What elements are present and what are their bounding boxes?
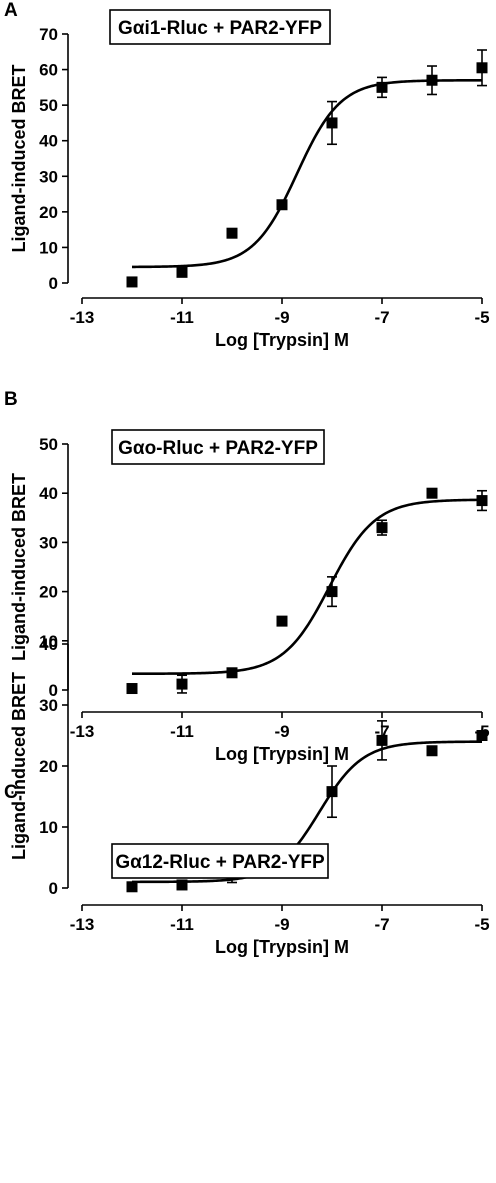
data-point <box>276 199 288 211</box>
data-point <box>176 678 188 690</box>
data-point <box>476 730 488 741</box>
data-point <box>426 74 438 86</box>
data-point <box>326 117 338 129</box>
x-axis-title: Log [Trypsin] M <box>215 937 349 957</box>
data-point <box>126 683 138 695</box>
legend-box <box>111 843 329 879</box>
data-point <box>426 487 438 499</box>
x-axis-title: Log [Trypsin] M <box>215 744 349 764</box>
data-point <box>126 276 138 288</box>
data-point <box>226 667 238 679</box>
data-point <box>126 881 138 893</box>
data-point <box>376 81 388 93</box>
x-tick-label: -9 <box>274 722 289 741</box>
data-point <box>226 227 238 239</box>
y-tick-label: 30 <box>39 167 58 186</box>
x-tick-label: -11 <box>170 915 194 934</box>
data-point <box>326 586 338 598</box>
y-tick-label: 0 <box>49 274 58 293</box>
y-tick-label: 0 <box>49 879 58 898</box>
legend-box <box>109 9 331 45</box>
x-tick-label: -13 <box>70 722 95 741</box>
data-point <box>476 62 488 74</box>
y-axis-title: Ligand-induced BRET <box>9 473 29 661</box>
y-tick-label: 20 <box>39 583 58 602</box>
chart-panel-a: A 0 10 20 30 40 50 60 70 -13 -11 -9 -7 -5 Log [Trypsin… <box>4 0 490 350</box>
fit-curve <box>131 740 482 884</box>
y-tick-label: 40 <box>39 132 58 151</box>
data-point <box>326 786 338 798</box>
y-tick-label: 60 <box>39 61 58 80</box>
y-axis-title: Ligand-induced BRET <box>9 672 29 860</box>
x-tick-label: -7 <box>374 915 389 934</box>
x-tick-label: -11 <box>170 722 194 741</box>
panel-letter: B <box>4 389 18 410</box>
y-tick-label: 10 <box>39 238 58 257</box>
y-tick-label: 30 <box>39 696 58 715</box>
y-tick-label: 40 <box>39 635 58 654</box>
x-tick-label: -13 <box>70 915 95 934</box>
panel-letter: A <box>4 0 18 21</box>
data-point <box>476 495 488 507</box>
y-tick-label: 70 <box>39 25 58 44</box>
fit-curve <box>131 78 482 269</box>
panel-letter: C <box>4 782 18 803</box>
y-tick-label: 50 <box>39 96 58 115</box>
y-tick-label: 10 <box>39 632 58 651</box>
x-tick-label: -13 <box>70 308 95 327</box>
x-tick-label: -7 <box>374 308 389 327</box>
data-point <box>176 879 188 891</box>
data-point <box>276 615 288 627</box>
chart-panel-c: C 0 10 20 30 40 -13 -11 -9 -7 -5 Log [Trypsin] M Lig… <box>4 635 490 957</box>
x-tick-label: -9 <box>274 915 289 934</box>
x-tick-label: -5 <box>474 308 489 327</box>
legend-label: Gα12-Rluc + PAR2-YFP <box>115 852 325 873</box>
x-tick-label: -9 <box>274 308 289 327</box>
y-tick-label: 20 <box>39 757 58 776</box>
y-axis-title: Ligand-induced BRET <box>9 65 29 253</box>
y-tick-label: 20 <box>39 203 58 222</box>
legend-label: Gαi1-Rluc + PAR2-YFP <box>118 18 322 39</box>
y-tick-label: 0 <box>49 681 58 700</box>
x-axis-title: Log [Trypsin] M <box>215 330 349 350</box>
x-tick-label: -5 <box>474 915 489 934</box>
y-tick-label: 50 <box>39 435 58 454</box>
y-tick-label: 30 <box>39 533 58 552</box>
data-point <box>426 745 438 757</box>
data-point <box>376 734 388 746</box>
legend-label: Gαo-Rluc + PAR2-YFP <box>118 438 318 459</box>
data-point <box>376 522 388 534</box>
y-tick-label: 10 <box>39 818 58 837</box>
fit-curve <box>132 498 483 676</box>
data-point <box>176 266 188 278</box>
y-tick-label: 40 <box>39 484 58 503</box>
legend-box <box>111 429 325 465</box>
x-tick-label: -11 <box>170 308 194 327</box>
